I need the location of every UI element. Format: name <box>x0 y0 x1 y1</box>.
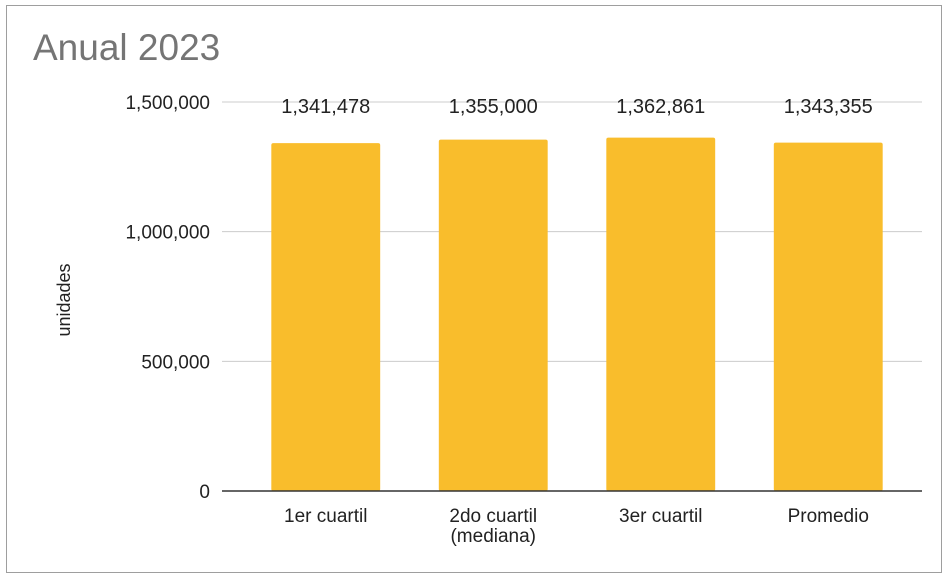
data-label: 1,341,478 <box>281 96 370 118</box>
x-tick-label: 2do cuartil <box>449 506 537 527</box>
y-axis-title: unidades <box>54 263 74 336</box>
x-tick-label: Promedio <box>788 506 869 527</box>
chart-title: Anual 2023 <box>33 27 221 68</box>
bar <box>773 142 883 491</box>
data-label: 1,355,000 <box>449 96 538 118</box>
y-tick-label: 1,500,000 <box>125 93 210 114</box>
data-label: 1,343,355 <box>784 96 873 118</box>
x-tick-label: (mediana) <box>450 526 536 547</box>
y-tick-label: 1,000,000 <box>125 223 210 244</box>
data-label: 1,362,861 <box>616 96 705 118</box>
bar <box>271 143 381 491</box>
bar <box>438 139 548 491</box>
x-tick-label: 1er cuartil <box>284 506 367 527</box>
y-tick-label: 0 <box>199 482 210 503</box>
y-tick-label: 500,000 <box>141 352 210 373</box>
x-tick-label: 3er cuartil <box>619 506 702 527</box>
bar <box>606 137 716 492</box>
